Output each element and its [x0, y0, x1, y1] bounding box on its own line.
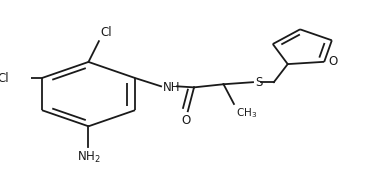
Text: S: S [255, 76, 262, 89]
Text: NH$_2$: NH$_2$ [77, 150, 100, 165]
Text: CH$_3$: CH$_3$ [236, 106, 257, 120]
Text: Cl: Cl [101, 26, 112, 39]
Text: Cl: Cl [0, 72, 9, 84]
Text: O: O [328, 55, 338, 68]
Text: O: O [181, 114, 191, 127]
Text: NH: NH [163, 81, 180, 94]
